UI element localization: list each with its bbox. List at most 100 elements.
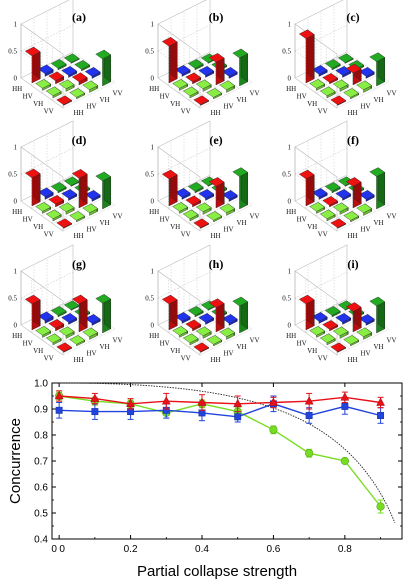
row-basis-label: VH bbox=[307, 223, 317, 231]
panel-label: (i) bbox=[347, 257, 358, 271]
histogram-bar bbox=[69, 88, 86, 100]
bar-top-face bbox=[332, 202, 349, 212]
histogram-bar bbox=[56, 218, 73, 229]
bar-top-face bbox=[95, 49, 112, 60]
histogram-bar bbox=[208, 177, 225, 209]
floor-line bbox=[52, 197, 105, 224]
histogram-bar bbox=[185, 72, 202, 85]
row-basis-label: VH bbox=[170, 347, 180, 355]
histogram-bar bbox=[193, 95, 210, 106]
bar-top-face bbox=[309, 326, 326, 336]
histogram-bar bbox=[356, 80, 373, 93]
z-tick-label: 1 bbox=[151, 268, 155, 276]
histogram-bar bbox=[56, 95, 73, 106]
row-basis-label: VV bbox=[318, 107, 328, 115]
bar-top-face bbox=[56, 95, 73, 105]
bar-top-face bbox=[82, 327, 99, 337]
histogram-bar bbox=[198, 66, 215, 78]
x-axis-title: Partial collapse strength bbox=[137, 563, 297, 580]
histogram-bar bbox=[82, 80, 99, 93]
z-tick-label: 0 bbox=[151, 198, 155, 206]
row-basis-label: HV bbox=[23, 339, 33, 347]
bar-top-face bbox=[48, 71, 65, 81]
grid-line bbox=[294, 147, 348, 175]
column-basis-label: HV bbox=[224, 102, 234, 110]
column-basis-label: VH bbox=[100, 96, 110, 104]
column-basis-label: VH bbox=[100, 343, 110, 351]
bar-top-face bbox=[61, 189, 78, 199]
histogram-bar bbox=[185, 195, 202, 208]
row-basis-label: VH bbox=[33, 100, 43, 108]
histogram-bar bbox=[324, 306, 341, 318]
z-tick-label: 1 bbox=[288, 144, 292, 152]
z-tick-label: 0 bbox=[14, 198, 18, 206]
bar-top-face bbox=[208, 53, 225, 63]
floor-line bbox=[62, 328, 116, 356]
z-tick-label: 0.5 bbox=[8, 295, 17, 303]
z-tick-label: 0.5 bbox=[282, 295, 291, 303]
z-tick-label: 0 bbox=[288, 322, 292, 330]
histogram-bar bbox=[369, 296, 386, 334]
y-tick-label: 0.4 bbox=[34, 535, 48, 546]
histogram-bar bbox=[322, 196, 339, 208]
column-basis-label: VV bbox=[250, 212, 260, 220]
column-basis-label: VH bbox=[237, 96, 247, 104]
bar-top-face bbox=[182, 86, 199, 97]
histogram-bar bbox=[56, 342, 73, 353]
histogram-bar bbox=[35, 326, 52, 338]
row-basis-label: VH bbox=[33, 347, 43, 355]
z-tick-label: 0 bbox=[14, 322, 18, 330]
y-tick-label: 0.7 bbox=[34, 457, 48, 468]
row-basis-label: HH bbox=[286, 208, 296, 216]
bar-top-face bbox=[193, 342, 210, 352]
bar-top-face bbox=[56, 342, 73, 352]
column-basis-label: VH bbox=[237, 343, 247, 351]
column-basis-label: HV bbox=[87, 102, 97, 110]
column-basis-label: HH bbox=[211, 232, 221, 240]
bar-top-face bbox=[221, 67, 238, 77]
histogram-bar bbox=[182, 86, 199, 99]
row-basis-label: VV bbox=[181, 354, 191, 362]
bar-top-face bbox=[84, 190, 101, 200]
histogram-bar bbox=[24, 46, 41, 84]
floor-line bbox=[62, 81, 116, 109]
histogram-bar bbox=[309, 79, 326, 91]
column-basis-label: VH bbox=[100, 219, 110, 227]
row-basis-label: VH bbox=[307, 347, 317, 355]
bar-top-face bbox=[182, 209, 199, 220]
bar-top-face bbox=[311, 312, 328, 322]
panel-label: (b) bbox=[209, 10, 224, 24]
bar-top-face bbox=[208, 177, 225, 187]
column-basis-label: HH bbox=[348, 356, 358, 364]
row-basis-label: VH bbox=[33, 223, 43, 231]
bar-top-face bbox=[71, 72, 88, 82]
data-point bbox=[55, 406, 63, 414]
bar-top-face bbox=[61, 66, 78, 76]
bar-top-face bbox=[95, 171, 112, 182]
column-basis-label: HH bbox=[348, 109, 358, 117]
histogram-bar bbox=[74, 60, 91, 72]
floor-line bbox=[52, 321, 105, 348]
histogram-bar bbox=[50, 182, 67, 194]
data-point bbox=[376, 397, 385, 406]
bar-top-face bbox=[35, 326, 52, 336]
data-point bbox=[197, 397, 207, 406]
row-basis-label: VV bbox=[44, 230, 54, 238]
histogram-bar bbox=[319, 209, 336, 222]
histogram-bar bbox=[208, 52, 225, 86]
bar-top-face bbox=[198, 189, 215, 199]
series-line bbox=[59, 403, 381, 418]
histogram-bar bbox=[343, 335, 360, 347]
bar-top-face bbox=[37, 311, 54, 321]
series-line bbox=[59, 395, 381, 405]
bar-top-face bbox=[63, 53, 80, 63]
column-basis-label: VH bbox=[237, 219, 247, 227]
z-tick-label: 1 bbox=[288, 268, 292, 276]
y-tick-label: 0.8 bbox=[34, 431, 48, 442]
z-tick-label: 1 bbox=[151, 144, 155, 152]
bar-top-face bbox=[232, 296, 249, 307]
histogram-bar bbox=[193, 342, 210, 353]
data-point bbox=[377, 412, 385, 419]
histogram-bar bbox=[193, 218, 210, 229]
